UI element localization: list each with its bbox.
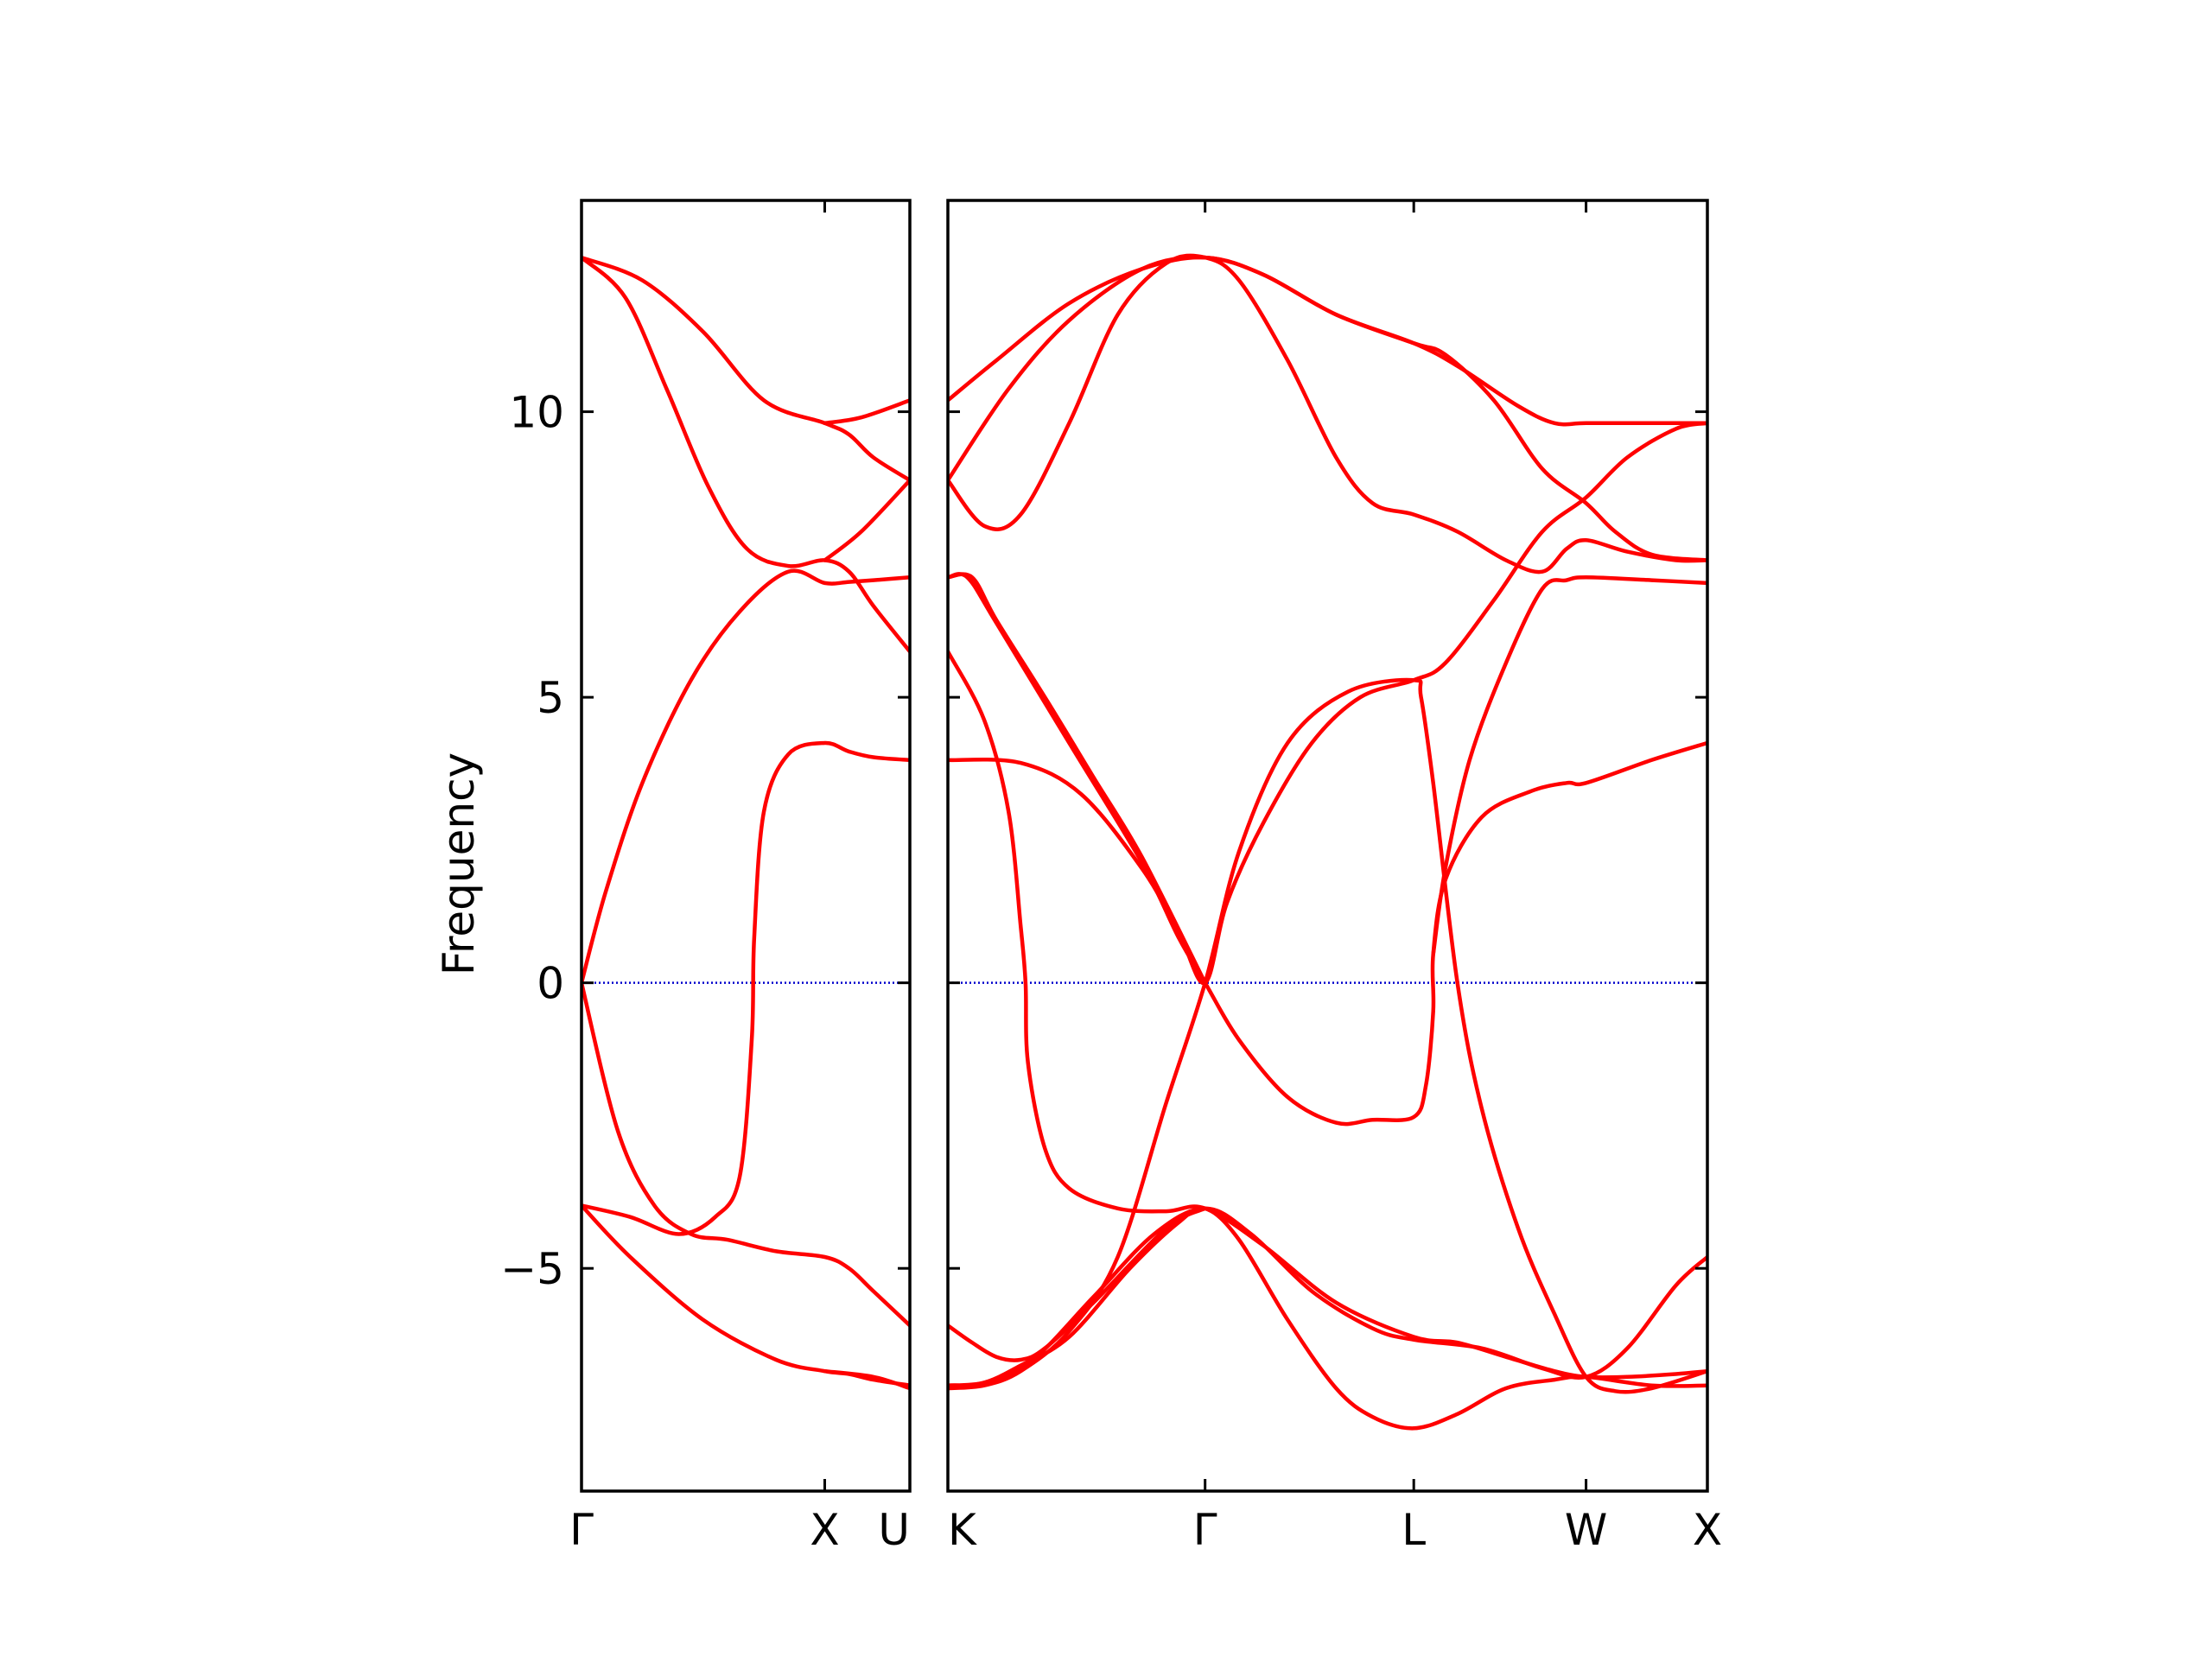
band-line [823,398,910,426]
x-tick-label: L [1402,1505,1426,1555]
panel-frame [946,199,1709,1493]
band-line [948,649,1707,1380]
panel-1: 10 5 0 −5 Γ X U [500,199,912,1555]
band-line [948,677,1707,1394]
band-line [948,572,1707,1127]
band-line [948,255,1707,562]
panel-frame [580,199,912,1493]
band-line [948,253,1707,574]
band-line [582,255,910,654]
band-line [582,1203,910,1387]
band-line [948,1206,1707,1388]
band-line [582,255,910,483]
band-line [948,255,1707,427]
x-tick-label: Γ [569,1505,594,1555]
band-line [582,981,910,1328]
band-line [823,478,910,562]
band-line [582,740,910,1236]
y-tick-label: 10 [509,388,564,438]
band-line [948,1205,1707,1431]
band-line [948,572,1207,985]
band-line [823,1368,910,1391]
y-tick-label: −5 [500,1244,564,1294]
y-axis-title: Frequency [434,752,484,975]
band-line [948,421,1707,986]
x-tick-label: Γ [1193,1505,1217,1555]
band-line [1431,575,1707,956]
x-tick-label: U [878,1505,910,1555]
y-tick-label: 5 [537,673,564,723]
band-line [582,568,910,985]
x-tick-label: X [810,1505,839,1555]
x-tick-label: X [1693,1505,1722,1555]
x-tick-label: W [1565,1505,1607,1555]
x-tick-label: K [948,1505,977,1555]
band-line [948,1206,1207,1362]
y-tick-label: 0 [537,959,564,1009]
bands-group [582,255,910,1391]
bands-group [948,253,1707,1431]
